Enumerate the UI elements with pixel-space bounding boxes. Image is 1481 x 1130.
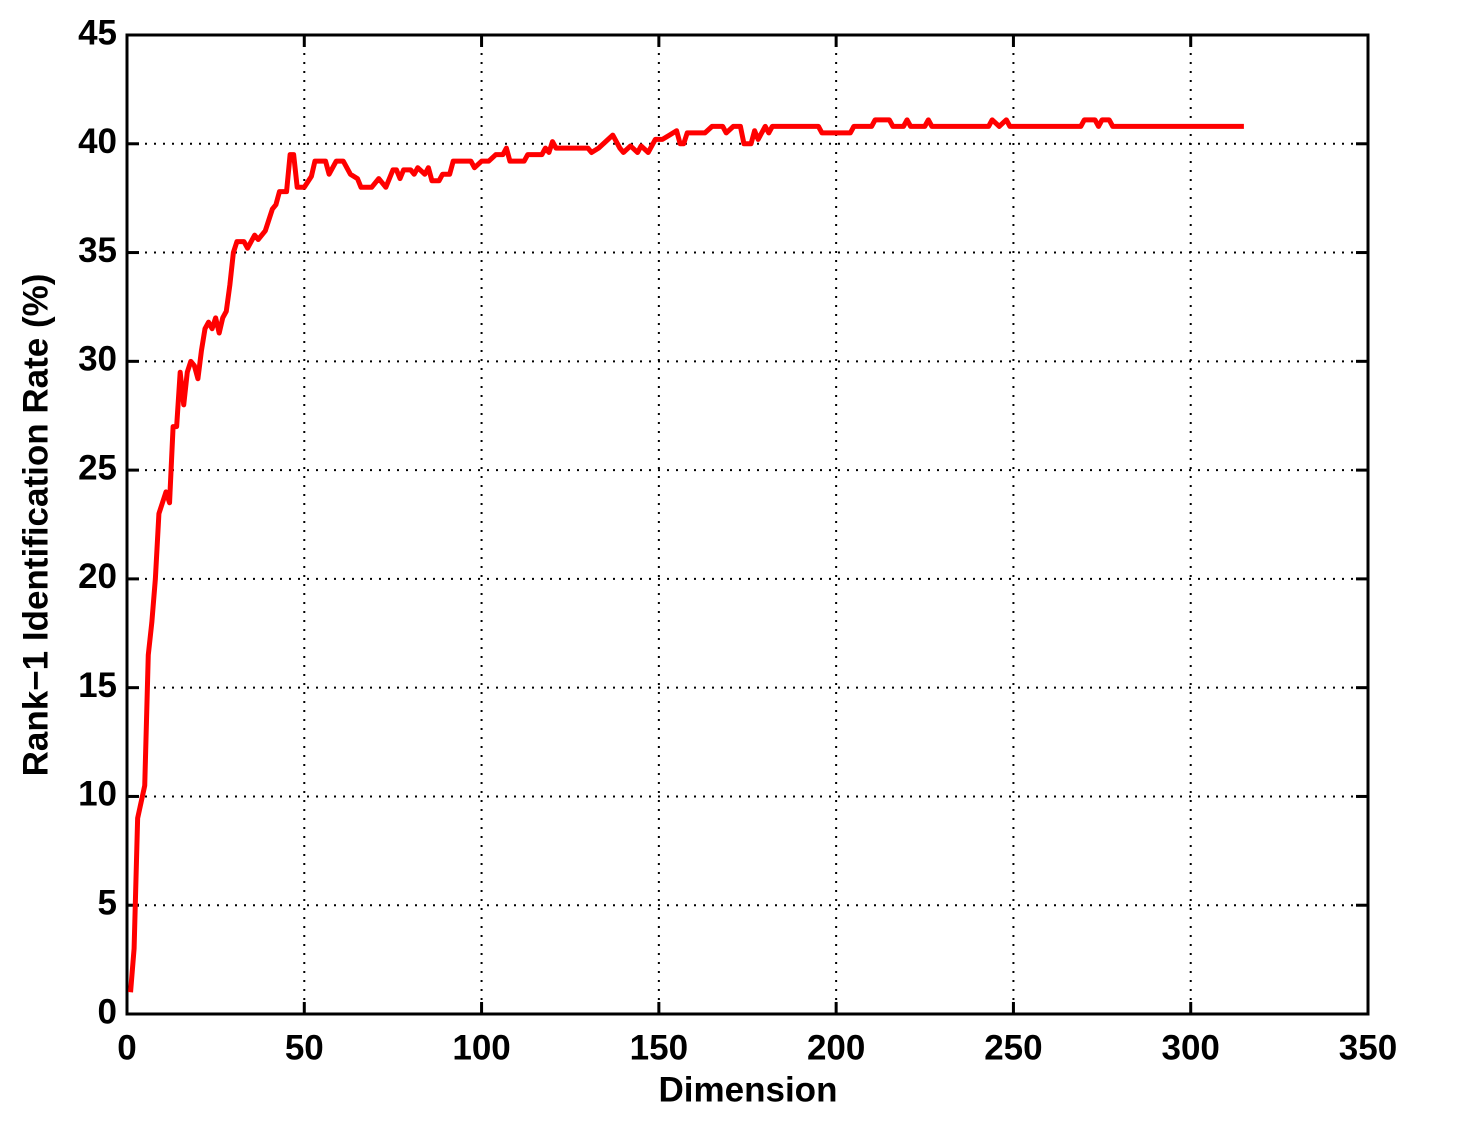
x-tick-label: 250 (984, 1028, 1042, 1067)
y-tick-label: 40 (78, 122, 117, 161)
x-tick-label: 150 (630, 1028, 688, 1067)
data-line (128, 117, 1244, 993)
y-tick-label: 35 (78, 231, 117, 270)
x-tick-label: 0 (117, 1028, 136, 1067)
x-tick-label: 100 (452, 1028, 510, 1067)
y-tick-label: 20 (78, 557, 117, 596)
y-tick-label: 15 (78, 666, 117, 705)
y-tick-label: 25 (78, 448, 117, 487)
x-tick-label: 50 (285, 1028, 324, 1067)
y-tick-label: 0 (98, 992, 117, 1031)
plot-frame (125, 33, 1370, 1016)
y-axis-label: Rank−1 Identification Rate (%) (16, 274, 55, 777)
y-tick-label: 5 (98, 883, 117, 922)
x-tick-label: 200 (807, 1028, 865, 1067)
y-tick-label: 30 (78, 340, 117, 379)
x-tick-label: 350 (1339, 1028, 1397, 1067)
y-tick-label: 10 (78, 775, 117, 814)
x-axis-label: Dimension (659, 1070, 838, 1109)
y-tick-label: 45 (78, 13, 117, 52)
x-tick-label: 300 (1162, 1028, 1220, 1067)
